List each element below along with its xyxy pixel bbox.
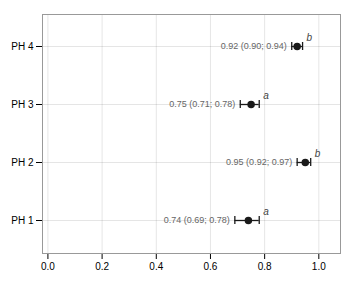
svg-text:0.74 (0.69; 0.78): 0.74 (0.69; 0.78) xyxy=(164,215,230,225)
svg-text:PH 4: PH 4 xyxy=(11,41,34,52)
svg-text:0.75 (0.71; 0.78): 0.75 (0.71; 0.78) xyxy=(169,99,235,109)
svg-text:0.6: 0.6 xyxy=(204,261,218,272)
svg-text:0.95 (0.92; 0.97): 0.95 (0.92; 0.97) xyxy=(226,157,292,167)
svg-text:1.0: 1.0 xyxy=(312,261,326,272)
svg-text:0.92 (0.90; 0.94): 0.92 (0.90; 0.94) xyxy=(221,41,287,51)
svg-text:a: a xyxy=(263,90,269,101)
svg-text:0.4: 0.4 xyxy=(149,261,163,272)
svg-text:0.2: 0.2 xyxy=(95,261,109,272)
svg-text:a: a xyxy=(263,206,269,217)
svg-text:b: b xyxy=(307,32,313,43)
svg-text:b: b xyxy=(315,148,321,159)
svg-text:0.8: 0.8 xyxy=(258,261,272,272)
svg-text:0.0: 0.0 xyxy=(41,261,55,272)
svg-text:PH 1: PH 1 xyxy=(11,215,34,226)
svg-text:PH 2: PH 2 xyxy=(11,157,34,168)
svg-text:PH 3: PH 3 xyxy=(11,99,34,110)
